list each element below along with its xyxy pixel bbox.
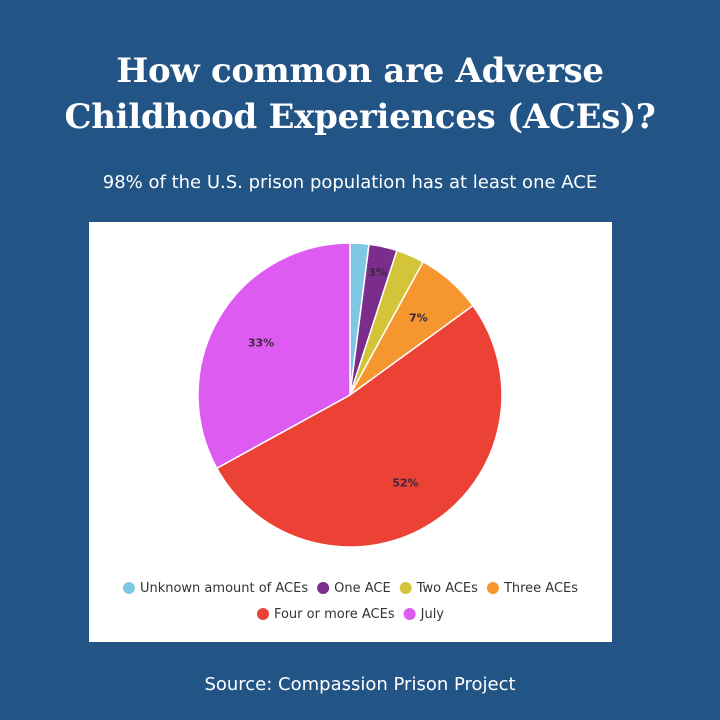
legend-label-two-aces: Two ACEs bbox=[416, 581, 478, 596]
pie-slice-four-or-more-aces bbox=[215, 304, 503, 548]
chart-card: 3% 7% 52% 33% Unknown amount of ACEs One ACE… bbox=[89, 222, 612, 642]
data-label-one-ace: 3% bbox=[368, 266, 387, 279]
data-label-four-or-more-aces: 52% bbox=[392, 476, 418, 489]
legend-label-three-aces: Three ACEs bbox=[503, 581, 578, 596]
data-label-july: 33% bbox=[248, 336, 274, 349]
legend-swatch-july bbox=[403, 608, 416, 620]
page-title: How common are Adverse Childhood Experie… bbox=[0, 48, 720, 140]
legend-label-one-ace: One ACE bbox=[334, 581, 391, 596]
pie-data-labels: 3% 7% 52% 33% bbox=[248, 266, 428, 489]
page-title-line-1: How common are Adverse bbox=[116, 51, 604, 91]
subtitle: 98% of the U.S. prison population has at… bbox=[102, 172, 598, 193]
chart-legend: Unknown amount of ACEs One ACE Two ACEs Thr… bbox=[122, 581, 578, 622]
legend-label-unknown-amount-of-aces: Unknown amount of ACEs bbox=[140, 581, 308, 596]
legend-label-july: July bbox=[420, 607, 445, 622]
source-note: Source: Compassion Prison Project bbox=[204, 674, 516, 695]
legend-label-four-or-more-aces: Four or more ACEs bbox=[274, 607, 395, 622]
page-title-line-2: Childhood Experiences (ACEs)? bbox=[64, 97, 656, 137]
pie-chart: 3% 7% 52% 33% Unknown amount of ACEs One ACE… bbox=[122, 242, 578, 622]
pie-slices bbox=[197, 242, 503, 548]
legend-swatch-two-aces bbox=[399, 582, 412, 594]
legend-swatch-unknown-amount-of-aces bbox=[122, 582, 135, 594]
pie-slice-july bbox=[197, 242, 351, 470]
legend-swatch-three-aces bbox=[486, 582, 499, 594]
data-label-three-aces: 7% bbox=[409, 311, 428, 324]
legend-swatch-four-or-more-aces bbox=[256, 608, 269, 620]
legend-swatch-one-ace bbox=[317, 582, 330, 594]
